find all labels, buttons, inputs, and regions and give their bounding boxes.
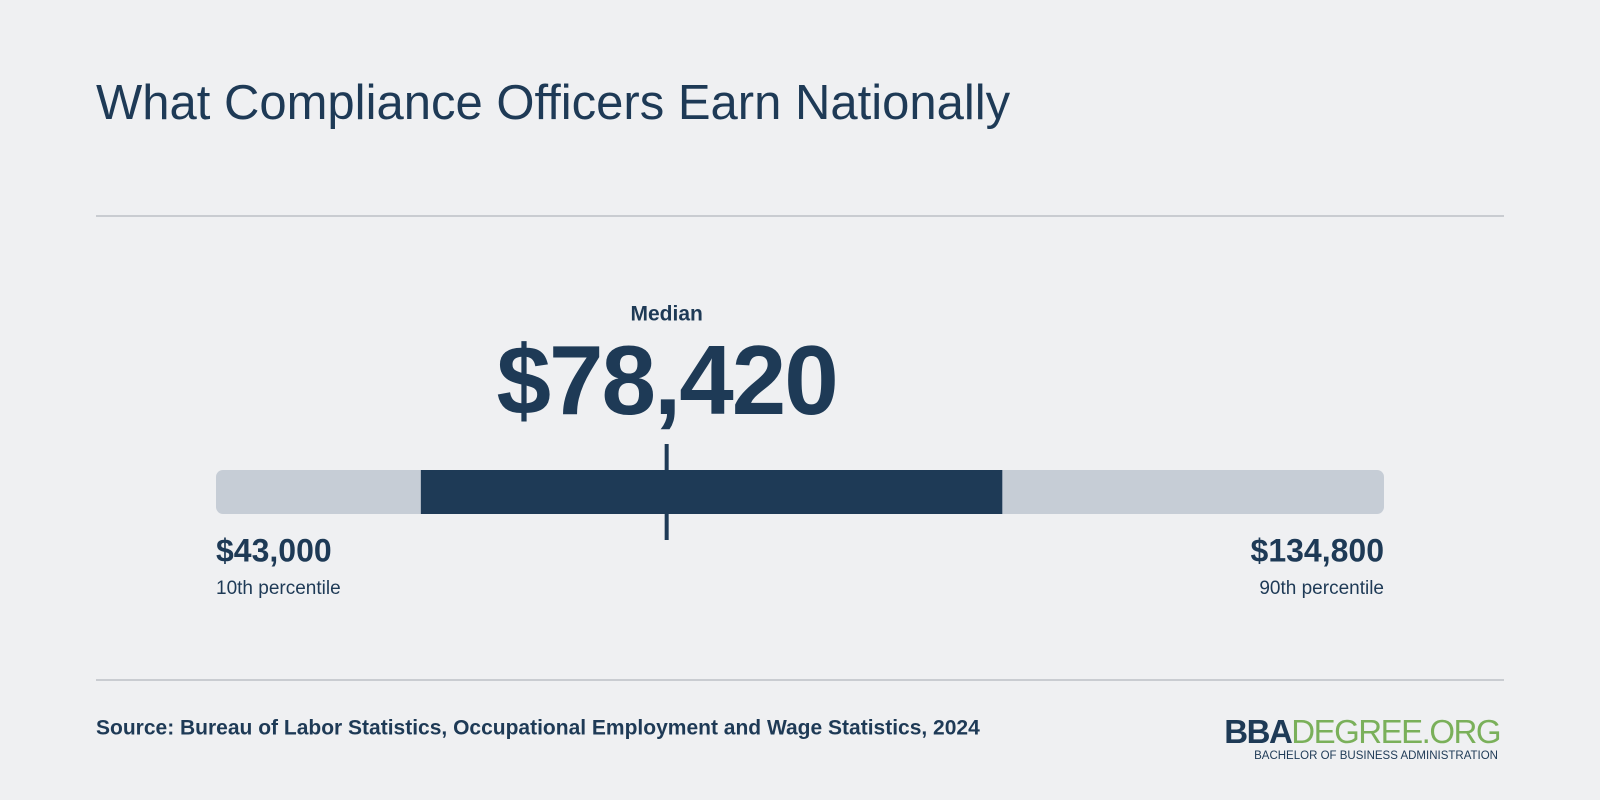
range-band <box>420 470 1003 514</box>
chart-title: What Compliance Officers Earn Nationally <box>96 76 1011 130</box>
logo-name: BBA <box>1224 713 1292 750</box>
source: Source: Bureau of Labor Statistics, Occu… <box>96 717 980 740</box>
high-label: 90th percentile <box>1259 578 1384 599</box>
low-label: 10th percentile <box>216 578 341 599</box>
median-label: Median <box>630 303 702 326</box>
median-value: $78,420 <box>497 325 837 435</box>
logo: BBADEGREE.ORG <box>1224 713 1500 750</box>
low-value: $43,000 <box>216 532 332 568</box>
logo-tagline: BACHELOR OF BUSINESS ADMINISTRATION <box>1254 750 1498 762</box>
high-value: $134,800 <box>1251 532 1384 568</box>
logo-domain: DEGREE.ORG <box>1291 713 1500 750</box>
